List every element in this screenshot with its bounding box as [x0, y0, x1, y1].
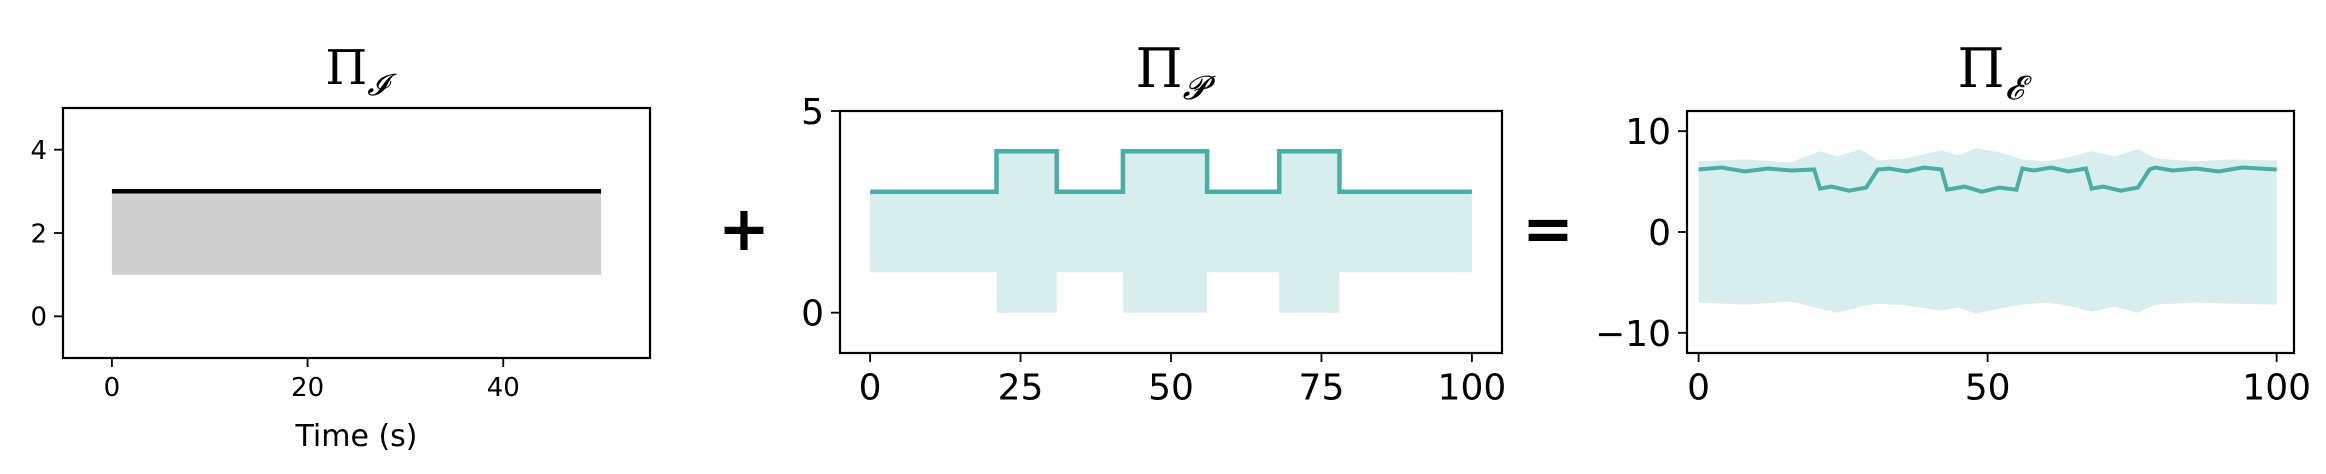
y-tick-label: 10 [1625, 112, 1671, 153]
y-tick-label: 2 [30, 219, 47, 249]
x-tick-label: 75 [1299, 368, 1345, 409]
x-tick-label: 0 [104, 373, 121, 403]
y-tick-label: 0 [30, 303, 47, 333]
panel-3: 0 50 100 −10 0 10 Π𝓔 [1595, 37, 2311, 409]
equals-operator: = [1522, 192, 1574, 265]
series-line [870, 149, 1472, 194]
panel-title: Π𝓘 [325, 40, 397, 103]
series-line [1698, 165, 2277, 194]
x-tick-label: 0 [1687, 368, 1710, 409]
x-tick-label: 25 [998, 368, 1044, 409]
band-area [1698, 148, 2277, 314]
panel-title: Π𝓔 [1957, 37, 2032, 107]
panel-1: 0 20 40 0 2 4 Π𝓘 Time (s) [30, 40, 652, 454]
panel-title: Π𝓟 [1136, 37, 1216, 107]
x-tick-label: 0 [859, 368, 882, 409]
x-tick-label: 50 [1148, 368, 1194, 409]
y-tick-label: 4 [30, 136, 47, 166]
y-tick-label: −10 [1595, 314, 1671, 355]
band-area [111, 191, 602, 275]
x-tick-label: 50 [1965, 368, 2011, 409]
x-tick-label: 20 [291, 373, 324, 403]
x-tick-label: 100 [1438, 368, 1507, 409]
x-axis-label: Time (s) [295, 419, 418, 454]
y-tick-label: 5 [801, 92, 824, 133]
y-tick-label: 0 [801, 294, 824, 335]
panel-2: 0 25 50 75 100 0 5 Π𝓟 [801, 37, 1506, 409]
x-tick-label: 100 [2242, 368, 2311, 409]
band-area [870, 151, 1472, 313]
y-tick-label: 0 [1648, 213, 1671, 254]
plus-operator: + [718, 192, 770, 265]
x-tick-label: 40 [487, 373, 520, 403]
